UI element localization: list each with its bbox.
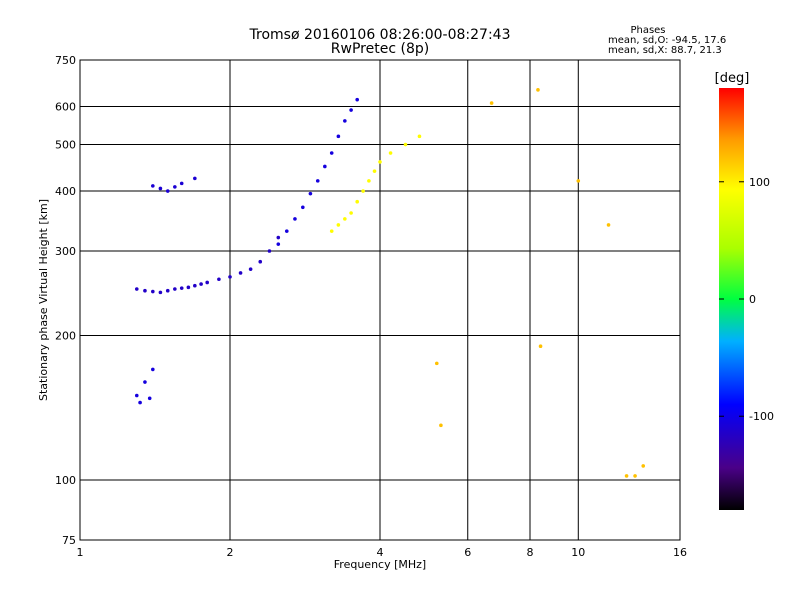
x-tick-label: 10: [571, 546, 585, 559]
colorbar-ticks: 100 0 -100: [719, 176, 774, 423]
x-tick-label: 8: [527, 546, 534, 559]
stats-o-line: mean, sd,O: -94.5, 17.6: [608, 35, 726, 46]
data-point: [173, 287, 177, 291]
y-tick-label: 300: [55, 245, 76, 258]
data-point: [138, 400, 142, 405]
data-point: [308, 191, 313, 196]
x-tick-label: 16: [673, 546, 687, 559]
data-point: [417, 134, 422, 139]
data-point: [143, 288, 147, 293]
data-point: [349, 211, 353, 215]
data-point: [293, 217, 297, 221]
data-point: [267, 249, 272, 253]
data-point: [434, 361, 439, 366]
data-point: [165, 288, 170, 293]
y-tick-label: 200: [55, 330, 76, 343]
data-point: [336, 134, 341, 139]
x-tick-label: 2: [227, 546, 234, 559]
data-point: [193, 283, 197, 288]
data-point: [179, 181, 184, 186]
data-point: [151, 367, 155, 372]
y-tick-labels: 75 100 200 300 400 500 600 750: [55, 54, 76, 547]
data-point: [205, 280, 209, 285]
data-point: [165, 189, 170, 193]
y-tick-label: 75: [62, 534, 76, 547]
data-point: [248, 267, 253, 271]
y-tick-label: 400: [55, 185, 76, 198]
chart-title: Tromsø 20160106 08:26:00-08:27:43: [249, 27, 511, 43]
data-point: [134, 287, 139, 291]
data-point: [536, 88, 540, 92]
data-point: [538, 344, 543, 349]
data-point: [301, 205, 305, 210]
x-axis-label: Frequency [MHz]: [334, 558, 426, 571]
data-point: [439, 423, 443, 428]
data-point: [238, 271, 243, 275]
data-point: [624, 474, 629, 478]
data-point: [276, 235, 281, 240]
data-point: [284, 229, 289, 233]
grid-lines: [80, 60, 680, 540]
data-point: [151, 289, 155, 294]
x-tick-label: 1: [77, 546, 84, 559]
colorbar-tick-label: 100: [749, 176, 770, 189]
data-point: [258, 259, 263, 264]
y-tick-label: 750: [55, 54, 76, 67]
data-point: [576, 179, 581, 183]
x-tick-label: 4: [377, 546, 384, 559]
data-point: [323, 164, 327, 169]
data-point: [276, 242, 281, 246]
data-point: [343, 217, 347, 221]
data-point: [315, 179, 320, 183]
data-point: [173, 185, 177, 189]
data-point: [199, 282, 203, 286]
data-point: [355, 97, 359, 102]
data-point: [641, 464, 646, 468]
data-point: [228, 275, 232, 279]
data-point: [367, 179, 371, 183]
data-point: [489, 101, 494, 105]
data-point: [633, 474, 637, 478]
x-tick-label: 6: [464, 546, 471, 559]
x-tick-labels: 1 2 4 6 8 10 16: [77, 546, 688, 559]
data-point: [151, 184, 155, 188]
data-point: [329, 151, 334, 155]
y-tick-label: 500: [55, 139, 76, 152]
colorbar-tick-label: -100: [749, 410, 774, 423]
colorbar-label: [deg]: [715, 71, 750, 86]
data-point: [336, 223, 341, 227]
data-point: [217, 277, 221, 282]
data-point: [378, 160, 382, 164]
data-point: [355, 199, 359, 204]
data-point: [343, 119, 347, 123]
data-point: [186, 285, 191, 290]
y-tick-label: 600: [55, 101, 76, 114]
y-tick-label: 100: [55, 474, 76, 487]
colorbar-tick-label: 0: [749, 293, 756, 306]
stats-x-line: mean, sd,X: 88.7, 21.3: [608, 45, 722, 56]
data-point: [134, 393, 139, 398]
data-point: [372, 169, 377, 173]
data-point: [193, 176, 197, 181]
y-axis-label: Stationary phase Virtual Height [km]: [37, 199, 50, 401]
data-point: [329, 229, 334, 233]
data-points: [134, 88, 646, 478]
data-point: [143, 380, 147, 384]
stats-heading: Phases: [630, 25, 665, 36]
data-point: [403, 142, 408, 147]
data-point: [606, 223, 611, 227]
data-point: [388, 151, 393, 155]
data-point: [147, 396, 152, 401]
data-point: [158, 290, 163, 295]
chart-subtitle: RwPretec (8p): [331, 41, 429, 57]
data-point: [179, 286, 184, 290]
data-point: [158, 186, 163, 191]
data-point: [361, 189, 365, 193]
data-point: [349, 108, 353, 112]
